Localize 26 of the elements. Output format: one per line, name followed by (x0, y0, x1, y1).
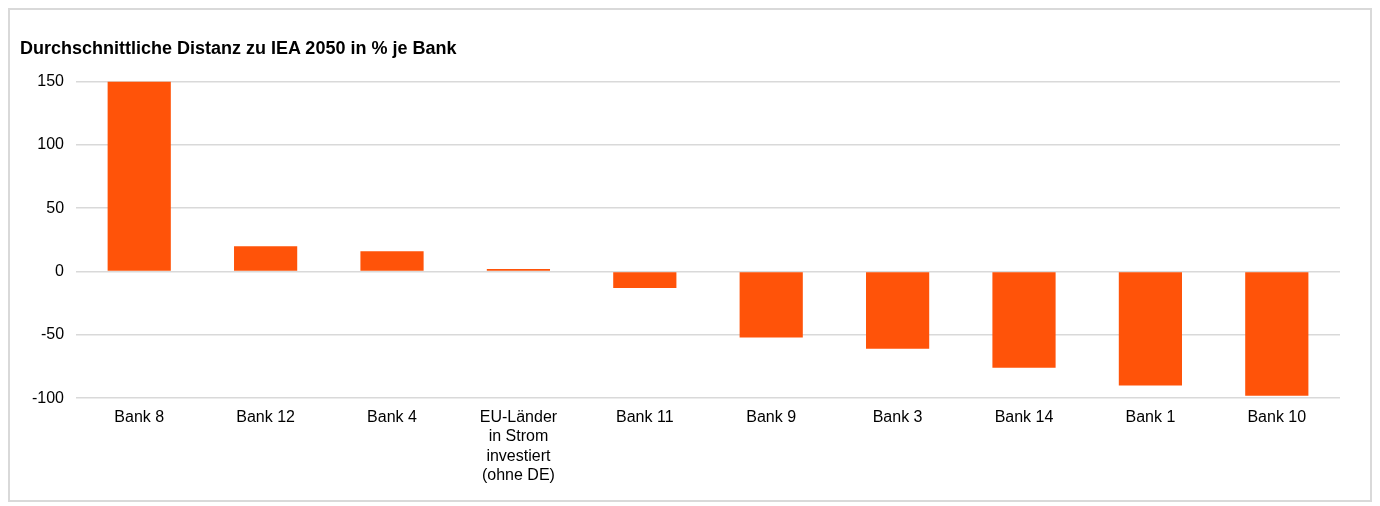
bar (866, 272, 930, 349)
y-tick-label: 0 (55, 261, 65, 279)
x-tick-label: Bank 14 (994, 408, 1054, 426)
bar (613, 272, 677, 289)
x-tick-label: Bank 8 (114, 408, 165, 426)
bar (739, 272, 803, 338)
bar (992, 272, 1056, 368)
chart-title: Durchschnittliche Distanz zu IEA 2050 in % je Bank (20, 37, 458, 58)
y-tick-label: 150 (37, 72, 65, 90)
x-tick-label: Bank 10 (1247, 408, 1307, 426)
y-tick-label: -50 (40, 325, 65, 343)
x-tick-label: EU-Länder in Strom investiert (ohne DE) (479, 408, 558, 483)
y-tick-label: 100 (37, 135, 65, 153)
x-tick-label: Bank 1 (1125, 408, 1176, 426)
y-tick-label: 50 (46, 198, 65, 216)
y-tick-label: -100 (31, 388, 65, 406)
x-tick-label: Bank 3 (872, 408, 923, 426)
x-tick-label: Bank 9 (746, 408, 797, 426)
bar (1245, 272, 1309, 396)
bar (360, 251, 424, 271)
x-tick-label: Bank 11 (616, 408, 674, 426)
bar (107, 81, 171, 271)
bar (1118, 272, 1182, 386)
bar (234, 246, 298, 271)
x-tick-label: Bank 12 (236, 408, 296, 426)
x-tick-label: Bank 4 (367, 408, 418, 426)
